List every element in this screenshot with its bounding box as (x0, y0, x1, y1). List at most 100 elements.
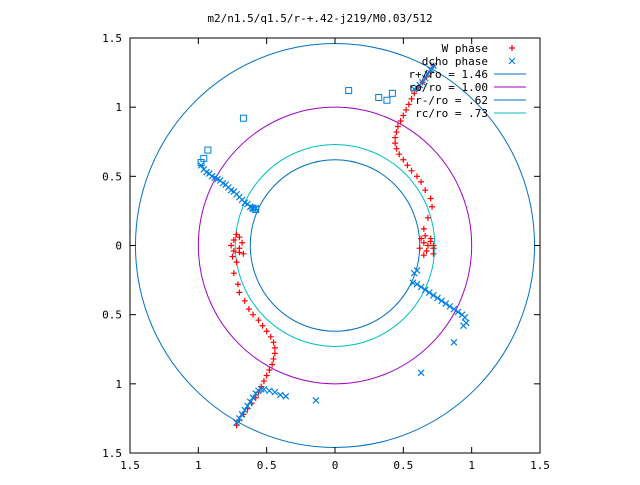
point-0-65 (233, 259, 240, 266)
point-0-26 (420, 225, 427, 232)
point-0-35 (420, 239, 427, 246)
circle-2 (249, 159, 421, 332)
point-0-58 (255, 317, 262, 324)
axes: 1.5 1 0.5 0 0.5 1 1.51.510.500.511.5 (102, 32, 550, 472)
point-0-51 (270, 355, 277, 362)
data-series (197, 62, 470, 429)
legend-label-0: W phase (442, 42, 488, 55)
point-2-2 (197, 159, 205, 166)
point-1-62 (312, 397, 320, 404)
point-0-13 (392, 134, 399, 141)
point-1-42 (434, 294, 441, 302)
point-0-16 (396, 151, 403, 158)
point-1-40 (425, 289, 433, 296)
point-1-53 (427, 66, 435, 74)
point-1-44 (442, 300, 450, 308)
y-tick-label-6: 1.5 (102, 447, 122, 460)
point-2-7 (388, 89, 396, 97)
circle-1 (197, 106, 473, 385)
point-0-9 (400, 112, 407, 119)
point-0-20 (414, 173, 420, 180)
point-1-34 (276, 391, 284, 399)
point-0-12 (393, 129, 400, 136)
point-1-55 (421, 74, 429, 82)
point-0-36 (423, 248, 430, 255)
point-0-8 (403, 106, 410, 113)
point-1-64 (413, 266, 421, 274)
legend-label-5: rc/ro = .73 (415, 107, 488, 120)
series-0 (228, 62, 437, 429)
point-1-27 (249, 394, 257, 402)
point-0-75 (229, 253, 236, 260)
point-0-70 (228, 242, 235, 249)
point-2-6 (383, 96, 391, 104)
point-0-47 (260, 378, 267, 385)
point-1-60 (450, 338, 458, 346)
x-tick-label-3: 0 (332, 459, 339, 472)
point-0-50 (269, 361, 276, 368)
point-0-23 (427, 195, 434, 202)
point-0-71 (230, 248, 237, 255)
point-0-68 (236, 234, 243, 241)
point-2-5 (375, 93, 383, 101)
point-0-24 (429, 203, 436, 210)
point-1-43 (438, 297, 446, 305)
point-0-5 (411, 90, 418, 97)
point-0-53 (271, 344, 278, 351)
point-0-25 (424, 214, 431, 221)
point-0-62 (236, 289, 243, 296)
legend-label-1: dcho phase (422, 55, 488, 68)
point-0-37 (427, 238, 434, 245)
point-0-56 (263, 328, 270, 335)
point-1-21 (233, 419, 241, 426)
point-1-59 (410, 85, 418, 93)
point-1-31 (260, 385, 268, 393)
y-tick-label-3: 0 (115, 240, 122, 253)
legend-label-3: ro/ro = 1.00 (409, 81, 488, 94)
y-tick-label-4: 0.5 (102, 309, 122, 322)
point-1-61 (417, 369, 425, 377)
point-0-32 (430, 242, 437, 249)
point-0-73 (240, 250, 247, 257)
point-0-27 (418, 235, 425, 242)
legend-label-2: r+/ro = 1.46 (409, 68, 488, 81)
point-1-47 (454, 308, 462, 316)
point-1-49 (461, 314, 469, 321)
point-1-36 (409, 279, 417, 287)
legend-swatch-0 (509, 45, 515, 51)
point-0-60 (245, 306, 252, 313)
point-2-9 (252, 206, 260, 214)
point-0-6 (408, 95, 415, 102)
x-tick-label-1: 1 (195, 459, 202, 472)
point-1-32 (265, 387, 273, 395)
point-0-11 (394, 123, 401, 130)
x-tick-label-4: 0.5 (393, 459, 413, 472)
point-0-7 (405, 101, 412, 108)
point-0-61 (241, 297, 248, 304)
point-0-54 (270, 339, 277, 346)
point-0-38 (422, 232, 429, 239)
point-0-29 (420, 252, 427, 259)
point-1-22 (235, 414, 243, 422)
legend-label-4: r-/ro = .62 (415, 94, 488, 107)
point-0-52 (271, 350, 278, 357)
circle-3 (234, 144, 436, 347)
point-1-51 (460, 322, 467, 330)
series-2 (197, 87, 396, 214)
point-0-55 (267, 333, 274, 340)
point-1-33 (271, 388, 279, 396)
point-0-19 (408, 167, 415, 174)
point-0-69 (230, 236, 237, 243)
point-0-18 (404, 162, 411, 169)
point-0-28 (416, 245, 423, 252)
x-tick-label-5: 1 (468, 459, 475, 472)
point-0-67 (239, 239, 246, 246)
point-1-46 (450, 305, 458, 313)
point-0-15 (393, 145, 400, 152)
point-1-30 (257, 385, 265, 393)
point-1-41 (429, 291, 437, 299)
point-1-54 (424, 70, 432, 78)
legend-swatch-1 (508, 57, 516, 65)
point-0-14 (392, 140, 399, 147)
